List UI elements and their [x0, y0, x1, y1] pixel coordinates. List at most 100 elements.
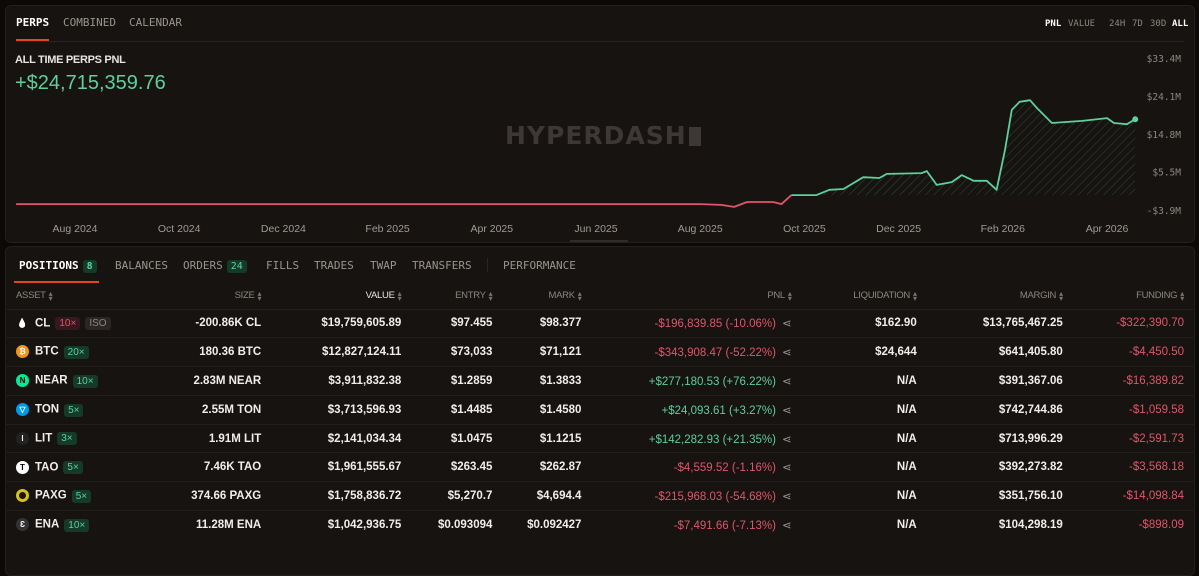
table-row[interactable]: 💧 CL 10× ISO -200.86K CL $19,759,605.89 $97.45… — [6, 308, 1194, 338]
cell-funding: -$16,389.82 — [1072, 366, 1194, 396]
asset-name[interactable]: PAXG — [35, 489, 67, 502]
x-tick-label: Oct 2025 — [783, 223, 826, 235]
share-icon[interactable]: ⋖ — [781, 318, 792, 331]
tab-combined[interactable]: COMBINED — [63, 16, 116, 29]
leverage-badge: 5× — [64, 403, 84, 417]
share-icon[interactable]: ⋖ — [781, 375, 792, 388]
tab-divider — [487, 258, 488, 272]
asset-name[interactable]: LIT — [35, 432, 53, 445]
asset-name[interactable]: NEAR — [35, 374, 68, 387]
pnl-value: -$215,968.03 (-54.68%) — [654, 491, 776, 504]
table-row[interactable]: PAXG 5× 374.66 PAXG $1,758,836.72 $5,270.7 $4… — [6, 481, 1194, 511]
x-tick-label: Dec 2024 — [261, 223, 306, 235]
cell-liq: N/A — [801, 366, 927, 396]
leverage-badge: 5× — [63, 461, 83, 475]
cell-asset: Ɛ ENA 10× — [6, 510, 157, 540]
asset-name[interactable]: BTC — [35, 345, 59, 358]
ena-icon: Ɛ — [16, 518, 29, 532]
range-all[interactable]: ALL — [1172, 19, 1189, 29]
tab-performance[interactable]: PERFORMANCE — [503, 259, 576, 272]
cell-mark: $262.87 — [502, 452, 592, 482]
x-tick-label: Oct 2024 — [158, 223, 201, 235]
tab-fills[interactable]: FILLS — [266, 259, 299, 272]
column-header-funding[interactable]: FUNDING ▴ ▾ — [1073, 283, 1194, 309]
cell-pnl: -$343,908.47 (-52.22%) ⋖ — [591, 337, 802, 367]
toggle-pnl[interactable]: PNL — [1045, 19, 1062, 29]
tab-positions[interactable]: POSITIONS 8 — [19, 259, 97, 273]
cell-mark: $1.3833 — [502, 366, 592, 396]
cell-entry: $263.45 — [411, 452, 503, 482]
pnl-value: +$24,093.61 (+3.27%) — [661, 404, 776, 417]
x-tick-label: Feb 2026 — [981, 223, 1026, 235]
sort-icon: ▴ ▾ — [913, 288, 917, 303]
asset-name[interactable]: CL — [35, 317, 51, 330]
share-icon[interactable]: ⋖ — [781, 347, 792, 360]
tab-balances[interactable]: BALANCES — [115, 259, 168, 272]
header-label: SIZE — [234, 290, 255, 302]
cell-liq: N/A — [801, 510, 927, 540]
share-icon[interactable]: ⋖ — [781, 491, 792, 504]
table-row[interactable]: l LIT 3× 1.91M LIT $2,141,034.34 $1.0475 $1.12… — [6, 423, 1194, 453]
tab-trades[interactable]: TRADES — [314, 259, 354, 272]
tab-twap[interactable]: TWAP — [370, 259, 397, 272]
cell-entry: $1.4485 — [411, 394, 503, 425]
pnl-value: -$196,839.85 (-10.06%) — [654, 318, 776, 331]
sort-icon: ▴ ▾ — [488, 288, 493, 303]
drop-icon: 💧 — [16, 317, 29, 328]
asset-name[interactable]: TAO — [35, 461, 59, 474]
tab-calendar[interactable]: CALENDAR — [129, 16, 182, 29]
tab-transfers[interactable]: TRANSFERS — [412, 259, 472, 272]
cell-mark: $71,121 — [502, 337, 592, 367]
cell-mark: $98.377 — [502, 308, 592, 338]
column-header-asset[interactable]: ASSET ▴ ▾ — [6, 283, 156, 309]
cell-value: $1,758,836.72 — [271, 481, 412, 511]
range-24h[interactable]: 24H — [1109, 19, 1126, 29]
cell-pnl: +$277,180.53 (+76.22%) ⋖ — [591, 366, 802, 396]
cell-pnl: +$24,093.61 (+3.27%) ⋖ — [591, 394, 802, 425]
asset-name[interactable]: TON — [35, 403, 60, 416]
column-header-margin[interactable]: MARGIN ▴ ▾ — [927, 283, 1073, 309]
column-header-value[interactable]: VALUE ▴ ▾ — [271, 283, 411, 309]
column-header-mark[interactable]: MARK ▴ ▾ — [502, 283, 591, 309]
pnl-line-negative — [16, 194, 793, 208]
table-row[interactable]: T TAO 5× 7.46K TAO $1,961,555.67 $263.45 $262.… — [6, 452, 1194, 482]
leverage-badge: 3× — [57, 432, 77, 446]
y-tick-label: $33.4M — [1147, 54, 1182, 65]
table-row[interactable]: ▽ TON 5× 2.55M TON $3,713,596.93 $1.4485 $1.45… — [6, 394, 1194, 425]
tab-orders[interactable]: ORDERS 24 — [183, 259, 247, 273]
cell-size: 2.83M NEAR — [156, 366, 272, 396]
x-tick-label: Feb 2025 — [365, 223, 410, 235]
cell-entry: $73,033 — [411, 337, 503, 367]
cell-size: 2.55M TON — [156, 394, 272, 425]
table-row[interactable]: N NEAR 10× 2.83M NEAR $3,911,832.38 $1.2859 $1… — [6, 366, 1194, 396]
y-tick-label: $5.5M — [1152, 168, 1181, 179]
asset-name[interactable]: ENA — [35, 518, 60, 531]
sort-icon: ▴ ▾ — [257, 288, 262, 303]
y-tick-label: -$3.9M — [1147, 206, 1182, 217]
cell-margin: $13,765,467.25 — [926, 308, 1073, 338]
cell-value: $12,827,124.11 — [271, 337, 412, 367]
toggle-value[interactable]: VALUE — [1068, 19, 1096, 29]
header-label: LIQUIDATION — [853, 290, 910, 302]
share-icon[interactable]: ⋖ — [781, 462, 792, 475]
cell-funding: -$14,098.84 — [1072, 481, 1194, 511]
pnl-line-chart[interactable]: $33.4M $24.1M $14.8M $5.5M -$3.9M Aug 2024 Oct… — [0, 0, 1199, 245]
range-30d[interactable]: 30D — [1150, 19, 1167, 29]
cell-liq: N/A — [801, 481, 927, 511]
tab-perps[interactable]: PERPS — [16, 16, 50, 29]
cell-value: $2,141,034.34 — [271, 423, 412, 453]
share-icon[interactable]: ⋖ — [781, 433, 792, 446]
range-7d[interactable]: 7D — [1132, 19, 1143, 29]
column-header-entry[interactable]: ENTRY ▴ ▾ — [411, 283, 502, 309]
column-header-pnl[interactable]: PNL ▴ ▾ — [591, 283, 801, 309]
cell-margin: $641,405.80 — [926, 337, 1073, 367]
share-icon[interactable]: ⋖ — [781, 404, 792, 417]
column-header-liquidation[interactable]: LIQUIDATION ▴ ▾ — [802, 283, 927, 309]
pnl-value: +$277,180.53 (+76.22%) — [648, 375, 776, 388]
table-row[interactable]: ₿ BTC 20× 180.36 BTC $12,827,124.11 $73,033 $7… — [6, 337, 1194, 367]
share-icon[interactable]: ⋖ — [781, 520, 792, 533]
ton-icon: ▽ — [16, 403, 29, 417]
cell-funding: -$2,591.73 — [1072, 423, 1194, 453]
column-header-size[interactable]: SIZE ▴ ▾ — [156, 283, 271, 309]
table-row[interactable]: Ɛ ENA 10× 11.28M ENA $1,042,936.75 $0.093094 $… — [6, 510, 1194, 540]
